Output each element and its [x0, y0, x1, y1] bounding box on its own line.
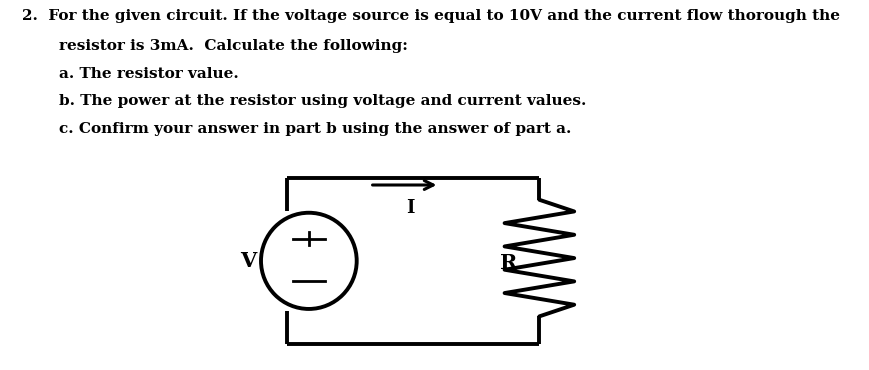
Text: I: I: [406, 199, 415, 217]
Text: 2.  For the given circuit. If the voltage source is equal to 10V and the current: 2. For the given circuit. If the voltage…: [22, 9, 839, 23]
Text: c. Confirm your answer in part b using the answer of part a.: c. Confirm your answer in part b using t…: [59, 122, 571, 136]
Ellipse shape: [261, 213, 356, 309]
Text: resistor is 3mA.  Calculate the following:: resistor is 3mA. Calculate the following…: [59, 39, 408, 53]
Text: R: R: [500, 253, 517, 273]
Text: V: V: [240, 251, 255, 271]
Text: a. The resistor value.: a. The resistor value.: [59, 67, 239, 81]
Text: b. The power at the resistor using voltage and current values.: b. The power at the resistor using volta…: [59, 94, 586, 108]
